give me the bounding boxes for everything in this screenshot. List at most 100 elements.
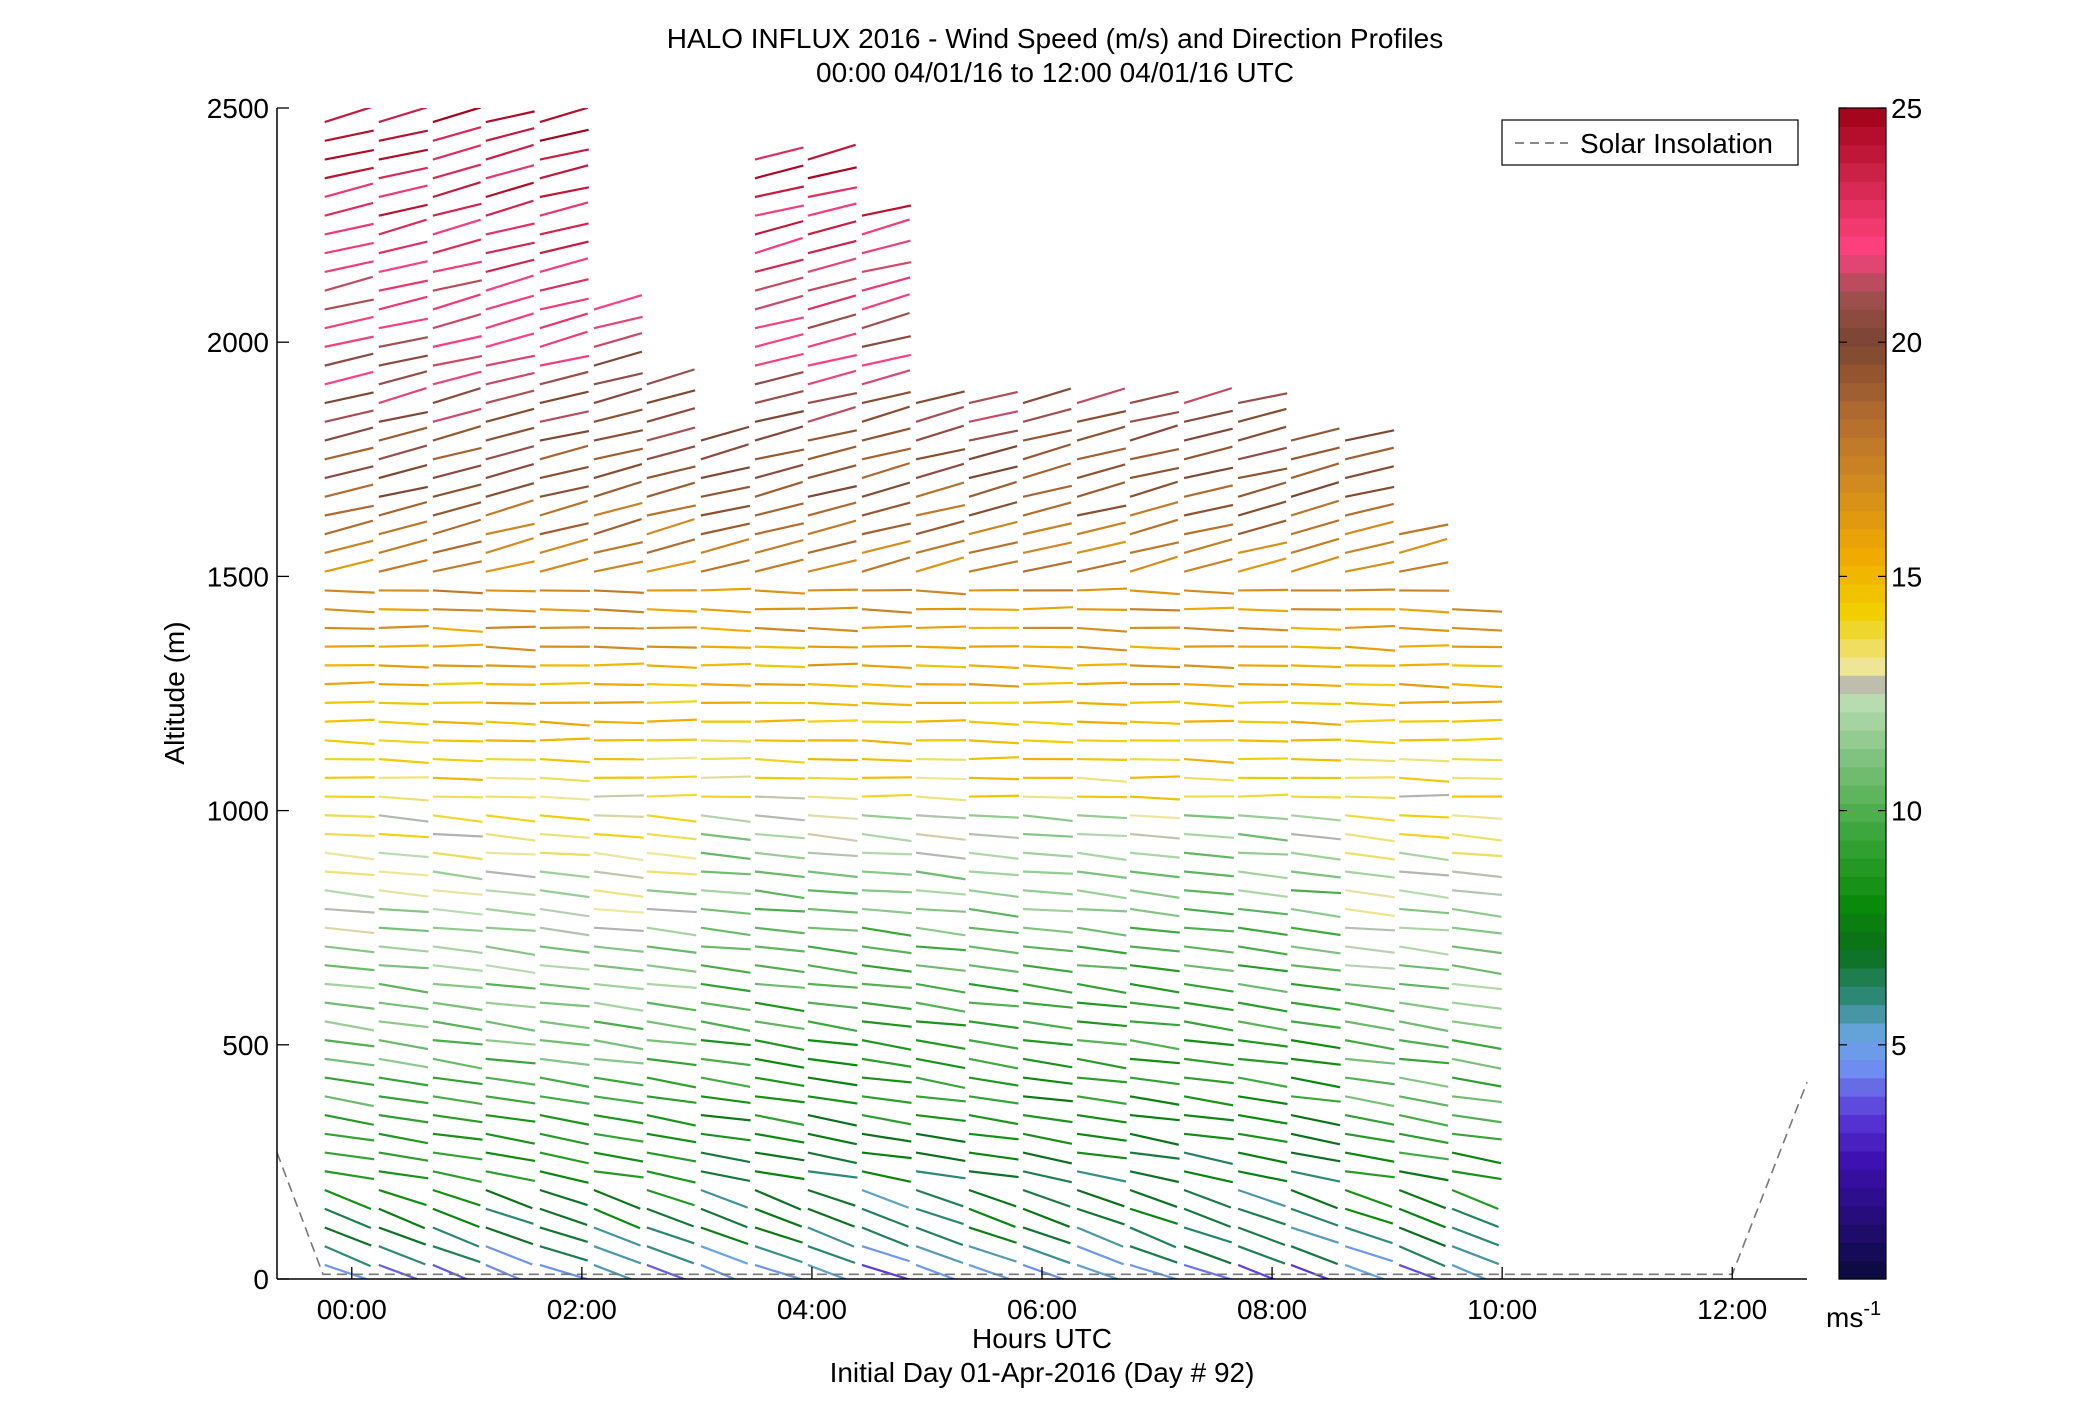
colorbar-cell: [1839, 784, 1886, 804]
wind-barb: [1452, 683, 1503, 689]
y-tick-label: 500: [222, 1030, 269, 1061]
wind-barb: [754, 645, 805, 650]
wind-barb: [1290, 1226, 1339, 1244]
wind-barb: [700, 889, 751, 896]
wind-barb: [1076, 481, 1126, 498]
wind-barb: [539, 1263, 589, 1279]
wind-barb: [1022, 443, 1072, 461]
y-axis-label: Altitude (m): [159, 621, 190, 764]
wind-barb: [968, 1001, 1019, 1008]
wind-barb: [1344, 1132, 1395, 1143]
wind-barb: [754, 1151, 805, 1162]
colorbar-cell: [1839, 1004, 1886, 1024]
x-axis-label-day: Initial Day 01-Apr-2016 (Day # 92): [830, 1357, 1255, 1388]
wind-barb: [378, 279, 428, 292]
wind-barb: [324, 275, 374, 292]
wind-barb: [646, 1020, 697, 1031]
wind-barb: [1076, 1132, 1127, 1142]
wind-barb: [1237, 557, 1287, 573]
wind-barb: [432, 313, 482, 330]
wind-barb: [593, 541, 643, 555]
colorbar-cell: [1839, 217, 1886, 237]
wind-barb: [1345, 645, 1396, 652]
wind-barb: [861, 793, 912, 798]
wind-barb: [1345, 683, 1396, 687]
wind-barb: [1451, 1001, 1502, 1010]
wind-barb: [754, 1095, 805, 1104]
wind-barb: [1290, 1039, 1341, 1050]
wind-barb: [432, 926, 483, 933]
wind-barb: [539, 429, 590, 442]
wind-barb: [968, 1113, 1019, 1126]
wind-barb: [539, 776, 590, 783]
wind-barb: [754, 870, 805, 879]
wind-barb: [861, 832, 912, 843]
wind-barb: [1290, 964, 1341, 972]
wind-barb: [324, 352, 374, 367]
wind-barb: [700, 1226, 749, 1246]
wind-barb: [1344, 1151, 1395, 1163]
wind-barb: [539, 538, 589, 555]
wind-barb: [324, 718, 375, 723]
wind-barb: [378, 1226, 427, 1246]
wind-barb: [968, 445, 1018, 461]
wind-barb: [1129, 720, 1180, 725]
wind-barb: [1129, 424, 1178, 442]
wind-barb: [1129, 1226, 1177, 1249]
wind-barb: [1022, 1207, 1071, 1228]
y-tick-label: 1000: [207, 796, 269, 827]
colorbar-cell: [1839, 290, 1886, 310]
wind-barb: [1237, 1245, 1286, 1265]
wind-barb: [378, 426, 428, 442]
wind-barb: [1237, 964, 1288, 973]
wind-barb: [1237, 481, 1287, 498]
wind-barb: [1451, 1207, 1500, 1229]
wind-barb: [593, 1057, 644, 1065]
wind-barb: [1345, 964, 1396, 970]
wind-barb: [1129, 907, 1180, 918]
wind-barb: [1022, 1039, 1073, 1047]
wind-barb: [593, 372, 643, 386]
wind-barb: [539, 608, 590, 613]
wind-barb: [324, 1039, 375, 1048]
wind-barb: [1022, 1226, 1071, 1245]
wind-barb: [1237, 541, 1288, 555]
wind-barb: [807, 795, 858, 801]
wind-barb: [1345, 624, 1396, 630]
wind-barb: [1398, 889, 1449, 900]
x-tick-label: 00:00: [317, 1294, 387, 1325]
wind-barb: [861, 608, 912, 614]
wind-barb: [432, 1057, 483, 1070]
colorbar-tick-label: 25: [1891, 93, 1922, 124]
wind-barb: [1183, 523, 1234, 536]
colorbar-cell: [1839, 181, 1886, 201]
wind-barb: [1452, 814, 1503, 820]
wind-barb: [1183, 538, 1233, 555]
wind-barb: [646, 982, 697, 989]
wind-barb: [432, 907, 483, 916]
wind-barb: [324, 446, 374, 461]
wind-barb: [646, 907, 697, 914]
wind-barb: [1022, 1151, 1073, 1165]
wind-barb: [1022, 1170, 1073, 1184]
wind-barb: [646, 608, 697, 613]
wind-barb: [700, 1151, 751, 1164]
wind-barb: [378, 1113, 429, 1124]
wind-barb: [593, 501, 643, 517]
wind-barb: [378, 776, 429, 779]
wind-barb: [754, 1020, 805, 1031]
wind-barb: [485, 560, 535, 573]
wind-barb: [700, 775, 751, 779]
wind-barb: [807, 719, 858, 723]
wind-barb: [915, 589, 966, 596]
wind-barb: [539, 312, 588, 330]
wind-barb: [1237, 945, 1288, 956]
wind-barb: [539, 148, 590, 161]
wind-barb: [324, 483, 374, 498]
wind-barb: [1237, 446, 1288, 461]
wind-barb: [1129, 518, 1179, 536]
wind-barb: [324, 964, 375, 972]
wind-barb: [700, 907, 751, 915]
wind-barb: [1129, 1207, 1178, 1225]
wind-barb: [1290, 832, 1341, 841]
